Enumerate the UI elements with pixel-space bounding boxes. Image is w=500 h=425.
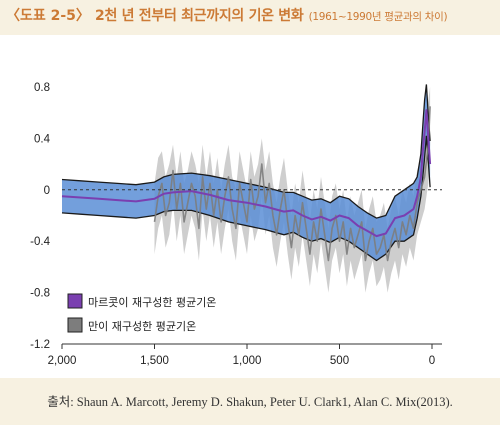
mann-line-layer	[153, 106, 431, 262]
x-tick-label: 2,000	[48, 355, 77, 367]
legend: 마르콧이 재구성한 평균기온 만이 재구성한 평균기온	[67, 293, 216, 333]
marcott-band-upper-edge	[61, 84, 431, 219]
chart-title: 2천 년 전부터 최근까지의 기온 변화	[95, 8, 304, 24]
y-tick-label: -0.4	[30, 236, 50, 248]
legend-swatch-marcott	[67, 293, 83, 309]
y-tick-label: -0.8	[30, 288, 50, 300]
x-tick-label: 0	[429, 355, 435, 367]
legend-label-marcott: 마르콧이 재구성한 평균기온	[88, 296, 216, 309]
chart-heading: 〈도표 2-5〉 2천 년 전부터 최근까지의 기온 변화 (1961~1990…	[6, 5, 494, 27]
figure-tag: 〈도표 2-5〉	[6, 8, 90, 24]
y-tick-label: 0.8	[34, 82, 50, 94]
y-tick-label: 0	[44, 185, 50, 197]
chart-panel: 0.8 0.4 0 -0.4 -0.8 -1.2 2,000 1,500 1,000 500 0 마…	[0, 35, 500, 378]
marcott-mean-layer	[61, 109, 432, 238]
x-tick-label: 1,000	[233, 355, 262, 367]
mann-series-line	[153, 106, 431, 262]
x-tick-label: 1,500	[140, 355, 169, 367]
source-citation: 출처: Shaun A. Marcott, Jeremy D. Shakun, …	[47, 395, 453, 409]
x-tick-label: 500	[330, 355, 349, 367]
axes-layer: 0.8 0.4 0 -0.4 -0.8 -1.2 2,000 1,500 1,000 500 0	[30, 82, 442, 367]
y-tick-label: -1.2	[30, 339, 50, 351]
marcott-series-line	[61, 109, 432, 238]
y-tick-label: 0.4	[34, 133, 51, 145]
temperature-chart: 0.8 0.4 0 -0.4 -0.8 -1.2 2,000 1,500 1,000 500 0 마…	[30, 82, 442, 367]
chart-subtitle: (1961~1990년 평균과의 차이)	[308, 11, 448, 23]
legend-label-mann: 만이 재구성한 평균기온	[88, 320, 196, 333]
legend-swatch-mann	[67, 317, 83, 333]
